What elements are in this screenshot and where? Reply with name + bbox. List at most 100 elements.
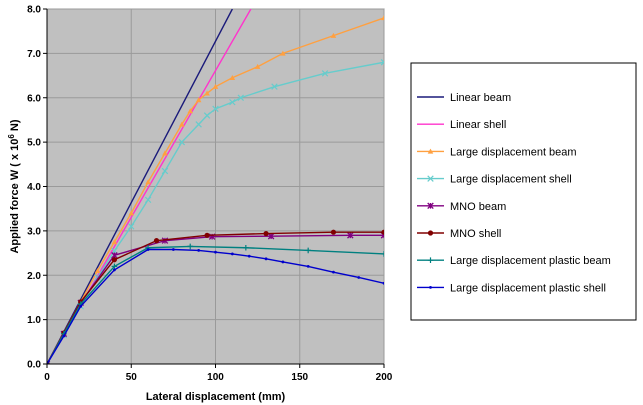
legend-label: Linear shell (450, 119, 506, 131)
legend-item: Large displacement beam (417, 146, 577, 158)
y-tick-label: 1.0 (27, 315, 41, 326)
data-point (321, 70, 329, 77)
data-point (128, 210, 135, 216)
data-point (178, 138, 186, 146)
legend-marker (427, 175, 434, 182)
data-point (381, 229, 384, 235)
data-point (146, 248, 150, 251)
legend-item: MNO shell (417, 228, 501, 240)
series-7 (47, 243, 384, 364)
data-point (204, 90, 210, 96)
data-point (347, 232, 354, 239)
series-8 (47, 248, 384, 364)
data-point (264, 257, 268, 261)
data-point (267, 232, 275, 240)
data-point (144, 196, 152, 204)
legend-label: MNO beam (450, 201, 506, 213)
x-tick-label: 150 (291, 372, 308, 383)
y-tick-label: 2.0 (27, 271, 41, 282)
y-tick-label: 3.0 (27, 226, 41, 237)
axes: 0 50 100 150 200 0.0 1.0 2.0 3.0 4.0 5.0 6.0 7.0 8.0 (27, 5, 393, 384)
legend-item: Linear beam (417, 92, 511, 104)
data-point (161, 237, 169, 244)
data-point (111, 239, 118, 245)
legend-label: MNO shell (450, 228, 501, 240)
legend-marker (429, 286, 432, 289)
data-point (113, 268, 116, 272)
data-point (305, 247, 311, 254)
x-tick-label: 100 (207, 372, 224, 383)
data-point (229, 74, 236, 81)
legend-label: Linear beam (450, 92, 511, 104)
legend-label: Large displacement plastic shell (450, 282, 606, 294)
series-line (47, 17, 384, 364)
data-point (179, 121, 185, 127)
data-point (332, 270, 335, 274)
legend-item: Large displacement shell (417, 174, 572, 186)
series-layer (47, 9, 384, 364)
data-point (187, 243, 194, 250)
data-point (171, 248, 175, 251)
data-point (214, 250, 217, 254)
y-tick-label: 5.0 (27, 138, 41, 149)
data-point (111, 263, 118, 270)
series-line (47, 248, 384, 364)
legend-box (410, 62, 637, 321)
legend-label: Large displacement beam (450, 146, 577, 158)
data-point (145, 179, 151, 185)
data-point (281, 260, 285, 264)
data-point (382, 281, 384, 285)
legend-marker (427, 230, 434, 236)
data-point (280, 50, 286, 56)
data-point (230, 252, 234, 256)
y-tick-label: 7.0 (27, 49, 41, 60)
data-point (128, 223, 135, 230)
data-point (381, 15, 384, 21)
legend-label: Large displacement plastic beam (450, 255, 611, 267)
data-point (381, 251, 384, 257)
y-tick-label: 4.0 (27, 182, 41, 193)
data-point (306, 264, 310, 268)
data-point (204, 232, 210, 238)
data-point (330, 229, 337, 235)
y-tick-label: 0.0 (27, 360, 41, 371)
legend-item: Linear shell (417, 119, 506, 131)
data-point (111, 257, 117, 263)
x-tick-label: 200 (376, 372, 393, 383)
data-point (254, 63, 261, 69)
data-point (195, 97, 202, 103)
legend-marker (427, 202, 434, 210)
data-point (203, 112, 211, 119)
data-point (187, 108, 194, 114)
y-axis-title: Applied force W ( x 106 N) (7, 119, 21, 253)
y-tick-label: 6.0 (27, 93, 41, 104)
legend-marker (427, 257, 434, 263)
legend-label: Large displacement shell (450, 174, 572, 186)
legend-item: Large displacement plastic beam (417, 255, 611, 267)
data-point (243, 244, 249, 251)
data-point (161, 167, 169, 175)
data-point (247, 254, 251, 258)
data-point (153, 238, 160, 244)
data-point (330, 32, 337, 38)
data-point (162, 150, 168, 156)
legend-item: Large displacement plastic shell (417, 282, 606, 294)
legend-marker (427, 148, 434, 154)
legend: Linear beam Linear shell Large displacemen… (410, 62, 637, 321)
data-point (357, 276, 361, 279)
data-point (380, 59, 384, 66)
data-point (197, 249, 201, 252)
x-tick-label: 50 (126, 372, 138, 383)
data-point (229, 98, 236, 106)
x-axis-title: Lateral displacement (mm) (146, 391, 286, 403)
y-tick-label: 8.0 (27, 5, 41, 16)
data-point (79, 304, 83, 308)
data-point (237, 94, 244, 101)
data-point (271, 83, 278, 90)
data-point (195, 121, 202, 128)
data-point (94, 268, 101, 274)
x-tick-label: 0 (44, 372, 50, 383)
data-point (263, 230, 269, 237)
